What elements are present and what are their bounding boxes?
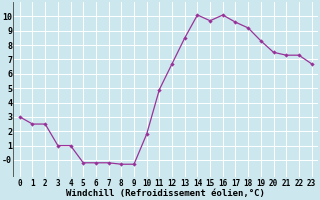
X-axis label: Windchill (Refroidissement éolien,°C): Windchill (Refroidissement éolien,°C) — [66, 189, 265, 198]
